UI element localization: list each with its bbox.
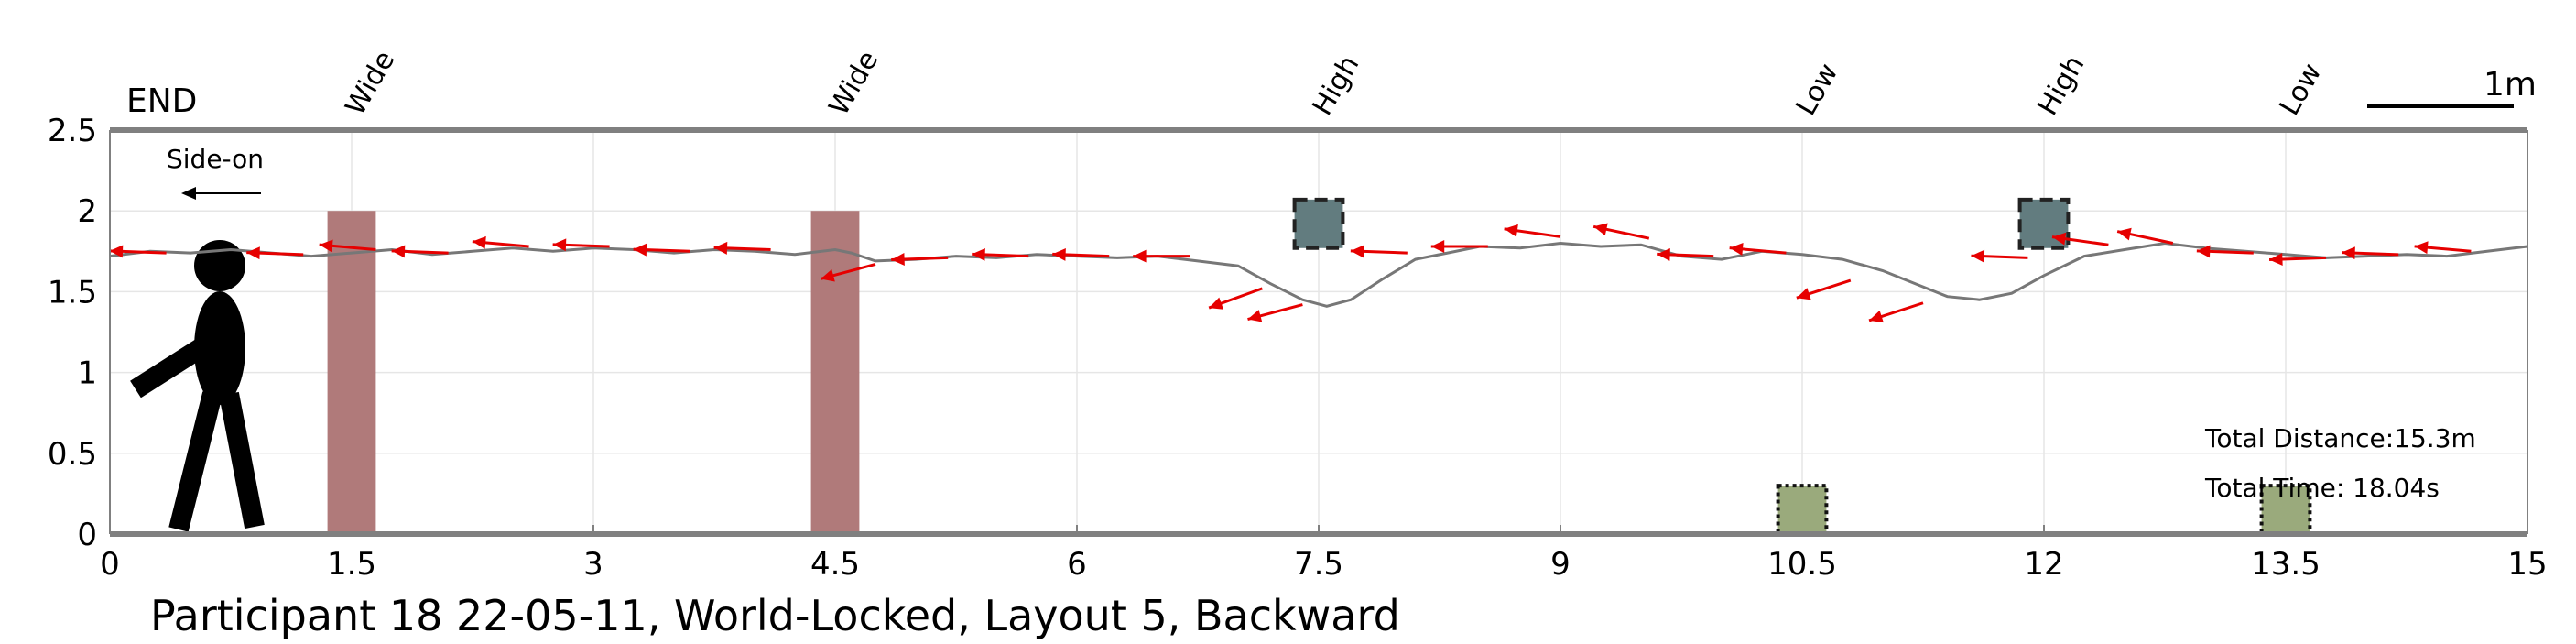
direction-arrow: [1052, 247, 1110, 261]
x-tick-label: 10.5: [1767, 546, 1837, 583]
direction-arrow: [713, 241, 771, 255]
x-tick-label: 13.5: [2251, 546, 2321, 583]
direction-arrow: [820, 262, 876, 282]
x-tick-label: 4.5: [810, 546, 860, 583]
direction-arrow: [1133, 249, 1190, 263]
obstacles: [327, 197, 2312, 537]
wide-obstacle: [810, 211, 860, 534]
direction-arrow: [1657, 247, 1714, 261]
direction-arrow: [1430, 240, 1488, 253]
direction-arrow: [1247, 303, 1303, 322]
direction-arrow: [2116, 227, 2174, 245]
x-tick-label: 12: [2024, 546, 2063, 583]
low-obstacle: [2259, 484, 2312, 537]
total-time: Total Time: 18.04s: [2204, 473, 2440, 503]
y-tick-label: 2.5: [48, 113, 97, 149]
scale-label: 1m: [2484, 66, 2537, 104]
direction-label: Side-on: [167, 144, 264, 174]
y-tick-label: 0.5: [48, 436, 97, 473]
x-tick-label: 1.5: [327, 546, 376, 583]
x-tick-label: 3: [583, 546, 603, 583]
direction-arrow: [319, 239, 376, 253]
direction-arrow: [2196, 245, 2254, 258]
direction-arrow: [1504, 224, 1561, 238]
direction-arrow: [2414, 241, 2472, 255]
y-tick-label: 1.5: [48, 274, 97, 311]
y-tick-labels: 0 0.5 1 1.5 2 2.5: [48, 113, 97, 553]
direction-arrow: [1729, 242, 1787, 256]
low-obstacle: [1776, 484, 1829, 537]
direction-arrow: [2268, 253, 2327, 266]
direction-arrow: [633, 243, 690, 257]
direction-arrow: [1350, 245, 1408, 258]
obstacle-label: High: [1307, 50, 1366, 121]
direction-arrow: [246, 246, 304, 260]
obstacle-label: Wide: [823, 46, 886, 121]
direction-arrow: [972, 247, 1029, 261]
x-tick-label: 9: [1550, 546, 1571, 583]
direction-arrow: [891, 253, 949, 266]
direction-arrow: [391, 245, 449, 258]
direction-arrow: [2051, 232, 2109, 246]
direction-arrow: [1796, 278, 1852, 300]
end-label: END: [126, 82, 197, 120]
obstacle-label: Low: [2274, 58, 2329, 121]
obstacle-label: High: [2032, 50, 2092, 121]
x-tick-label: 15: [2507, 546, 2547, 583]
direction-arrows: [109, 223, 2472, 323]
direction-arrow: [2342, 246, 2399, 260]
chart-title: Participant 18 22-05-11, World-Locked, L…: [150, 591, 1400, 640]
direction-arrow: [552, 238, 610, 252]
y-tick-label: 2: [77, 193, 97, 230]
obstacle-label: Wide: [340, 46, 402, 121]
obstacle-label: Low: [1790, 58, 1845, 121]
obstacle-labels: Wide Wide High Low High Low: [340, 46, 2329, 121]
trajectory-line: [109, 241, 2528, 308]
direction-arrow-icon: [181, 187, 261, 200]
direction-arrow: [472, 235, 529, 249]
wide-obstacle: [327, 211, 376, 534]
y-tick-label: 1: [77, 355, 97, 392]
x-tick-label: 7.5: [1294, 546, 1343, 583]
direction-arrow: [1868, 301, 1924, 323]
direction-arrow: [1592, 223, 1650, 240]
x-tick-label: 6: [1067, 546, 1087, 583]
direction-arrow: [109, 245, 167, 258]
direction-arrow: [1971, 249, 2028, 263]
high-obstacle: [1292, 197, 1345, 250]
y-tick-label: 0: [77, 517, 97, 553]
total-distance: Total Distance:15.3m: [2204, 423, 2476, 453]
direction-arrow: [1208, 287, 1263, 310]
x-tick-labels: 0 1.5 3 4.5 6 7.5 9 10.5 12 13.5 15: [100, 546, 2547, 583]
x-tick-label: 0: [100, 546, 120, 583]
